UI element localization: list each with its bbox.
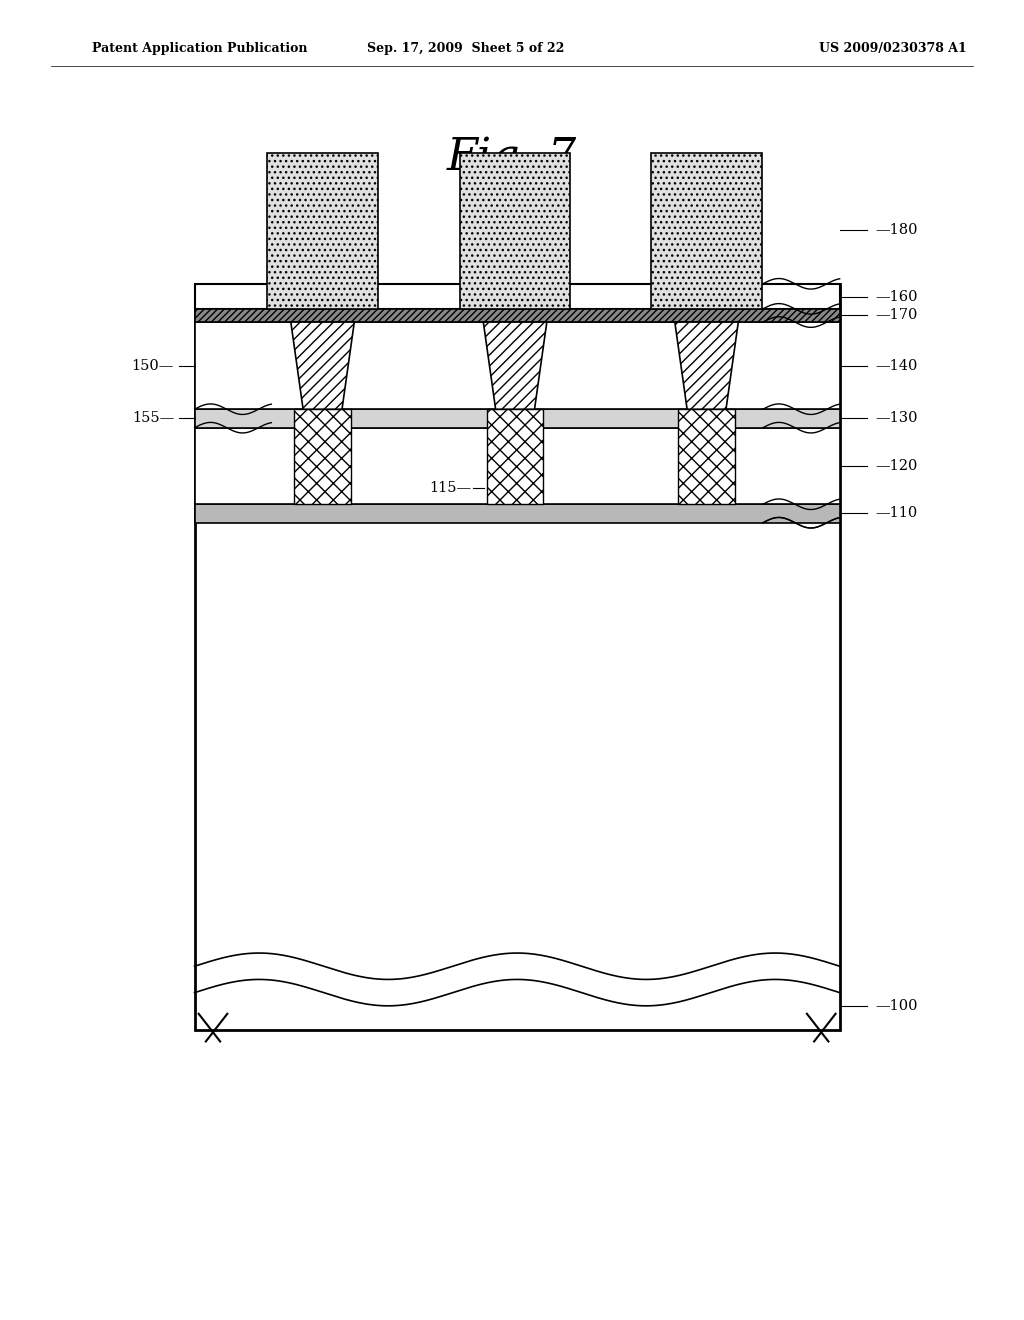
Text: US 2009/0230378 A1: US 2009/0230378 A1 — [819, 42, 967, 55]
Bar — [487, 409, 543, 504]
Polygon shape — [291, 322, 354, 409]
Text: —180: —180 — [876, 223, 919, 236]
Bar — [195, 284, 840, 309]
Text: Sep. 17, 2009  Sheet 5 of 22: Sep. 17, 2009 Sheet 5 of 22 — [368, 42, 564, 55]
Polygon shape — [675, 322, 738, 409]
Text: —110: —110 — [876, 507, 918, 520]
Bar — [267, 153, 378, 309]
Bar — [195, 309, 840, 322]
Bar — [195, 284, 840, 1030]
Polygon shape — [483, 322, 547, 409]
Text: —170: —170 — [876, 309, 918, 322]
Bar — [460, 153, 570, 309]
Bar — [195, 409, 840, 428]
Text: Patent Application Publication: Patent Application Publication — [92, 42, 307, 55]
Text: 150—: 150— — [132, 359, 174, 372]
Bar — [195, 504, 840, 523]
Bar — [651, 153, 762, 309]
Text: —140: —140 — [876, 359, 918, 372]
Text: —100: —100 — [876, 999, 919, 1012]
Text: —130: —130 — [876, 412, 919, 425]
Bar — [678, 409, 735, 504]
Text: —120: —120 — [876, 459, 918, 473]
Bar — [195, 428, 840, 504]
Text: 115—: 115— — [429, 482, 471, 495]
Text: Fig. 7: Fig. 7 — [446, 137, 578, 180]
Text: —160: —160 — [876, 290, 919, 304]
Text: 155—: 155— — [132, 412, 174, 425]
Bar — [195, 322, 840, 409]
Bar — [295, 409, 350, 504]
